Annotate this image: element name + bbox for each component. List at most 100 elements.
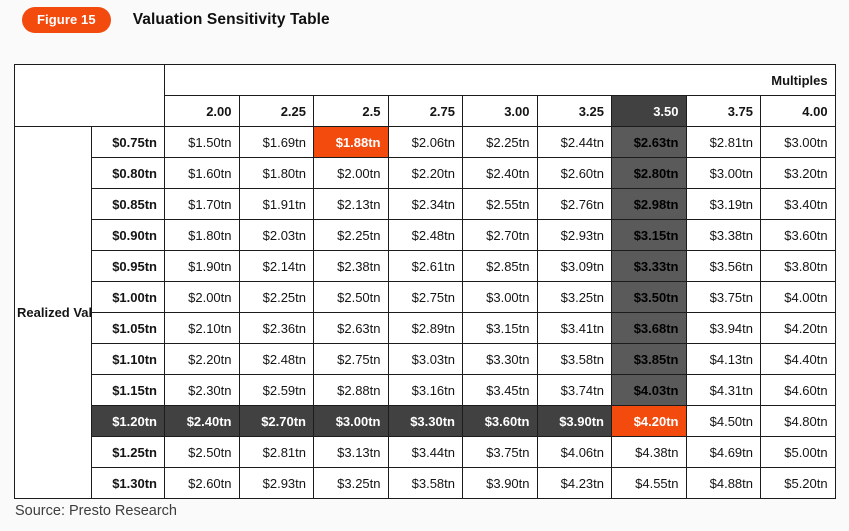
table-cell: $4.06tn — [536, 436, 612, 468]
table-row: $0.80tn $1.60tn $1.80tn $2.00tn $2.20tn $2.40… — [15, 157, 836, 189]
sensitivity-table: Multiples 2.00 2.25 2.5 2.75 3.00 3.25 3.50 3.7… — [14, 64, 836, 499]
source-text: Source: Presto Research — [15, 503, 177, 519]
table-cell: $2.25tn — [462, 126, 538, 158]
table-cell: $4.55tn — [611, 467, 687, 499]
table-cell: $3.90tn — [536, 405, 612, 437]
table-cell: $2.75tn — [387, 281, 463, 313]
table-cell: $2.50tn — [164, 436, 240, 468]
table-cell: $3.19tn — [685, 188, 761, 220]
table-cell: $4.20tn — [760, 312, 836, 344]
table-cell: $1.50tn — [164, 126, 240, 158]
table-cell: $4.80tn — [760, 405, 836, 437]
table-cell: $3.75tn — [685, 281, 761, 313]
column-header: 3.25 — [536, 95, 612, 127]
table-cell: $3.90tn — [462, 467, 538, 499]
row-label: $1.15tn — [91, 374, 165, 406]
table-cell: $1.69tn — [238, 126, 314, 158]
table-row: $1.00tn $2.00tn $2.25tn $2.50tn $2.75tn $3.00… — [15, 281, 836, 313]
table-cell: $2.93tn — [536, 219, 612, 251]
multiples-header-row: Multiples — [14, 64, 836, 127]
table-cell: $3.40tn — [760, 188, 836, 220]
table-cell: $3.45tn — [462, 374, 538, 406]
row-label: $0.75tn — [91, 126, 165, 158]
table-cell: $2.13tn — [313, 188, 389, 220]
table-cell: $3.60tn — [760, 219, 836, 251]
table-cell: $3.25tn — [313, 467, 389, 499]
table-cell: $3.38tn — [685, 219, 761, 251]
row-label: $1.30tn — [91, 467, 165, 499]
figure-header: Figure 15 Valuation Sensitivity Table — [22, 7, 330, 33]
table-cell: $2.00tn — [164, 281, 240, 313]
table-cell: $3.20tn — [760, 157, 836, 189]
table-cell: $4.31tn — [685, 374, 761, 406]
table-row: $0.85tn $1.70tn $1.91tn $2.13tn $2.34tn $2.55… — [15, 188, 836, 220]
table-cell: $2.30tn — [164, 374, 240, 406]
table-cell: $3.00tn — [313, 405, 389, 437]
table-cell: $3.41tn — [536, 312, 612, 344]
table-row: $0.90tn $1.80tn $2.03tn $2.25tn $2.48tn $2.70… — [15, 219, 836, 251]
table-cell: $3.03tn — [387, 343, 463, 375]
table-cell: $2.40tn — [164, 405, 240, 437]
table-cell: $3.58tn — [536, 343, 612, 375]
column-header: 3.00 — [462, 95, 538, 127]
table-cell: $2.59tn — [238, 374, 314, 406]
table-cell: $2.61tn — [387, 250, 463, 282]
table-cell: $3.15tn — [611, 219, 687, 251]
table-cell: $3.85tn — [611, 343, 687, 375]
table-cell: $2.98tn — [611, 188, 687, 220]
table-cell: $2.75tn — [313, 343, 389, 375]
row-group-label: Realized Value — [14, 126, 92, 499]
table-cell: $2.34tn — [387, 188, 463, 220]
table-cell: $2.38tn — [313, 250, 389, 282]
column-header: 4.00 — [760, 95, 836, 127]
table-row: $1.05tn $2.10tn $2.36tn $2.63tn $2.89tn $3.15… — [15, 312, 836, 344]
table-cell: $1.60tn — [164, 157, 240, 189]
table-cell: $3.60tn — [462, 405, 538, 437]
table-cell: $2.60tn — [164, 467, 240, 499]
table-cell: $3.56tn — [685, 250, 761, 282]
table-cell: $3.44tn — [387, 436, 463, 468]
row-label: $0.85tn — [91, 188, 165, 220]
table-cell: $3.94tn — [685, 312, 761, 344]
table-cell: $4.60tn — [760, 374, 836, 406]
table-cell: $3.16tn — [387, 374, 463, 406]
table-cell: $1.90tn — [164, 250, 240, 282]
table-cell: $1.70tn — [164, 188, 240, 220]
table-cell: $3.74tn — [536, 374, 612, 406]
table-cell: $2.55tn — [462, 188, 538, 220]
row-label: $0.95tn — [91, 250, 165, 282]
table-cell: $3.00tn — [462, 281, 538, 313]
table-cell: $2.60tn — [536, 157, 612, 189]
table-cell: $2.93tn — [238, 467, 314, 499]
table-cell: $2.36tn — [238, 312, 314, 344]
table-cell: $3.00tn — [760, 126, 836, 158]
table-cell: $2.03tn — [238, 219, 314, 251]
table-cell: $2.20tn — [164, 343, 240, 375]
table-cell: $4.00tn — [760, 281, 836, 313]
table-cell: $3.50tn — [611, 281, 687, 313]
table-cell: $2.85tn — [462, 250, 538, 282]
table-cell: $2.89tn — [387, 312, 463, 344]
table-cell: $2.00tn — [313, 157, 389, 189]
column-header: 3.75 — [685, 95, 761, 127]
table-cell: $3.30tn — [462, 343, 538, 375]
table-cell: $2.10tn — [164, 312, 240, 344]
table-cell: $3.33tn — [611, 250, 687, 282]
column-header: 2.5 — [313, 95, 389, 127]
table-cell: $2.06tn — [387, 126, 463, 158]
table-row: $1.30tn $2.60tn $2.93tn $3.25tn $3.58tn $3.90… — [15, 467, 836, 499]
table-cell: $2.48tn — [387, 219, 463, 251]
table-cell: $4.88tn — [685, 467, 761, 499]
row-label: $1.10tn — [91, 343, 165, 375]
table-cell: $2.14tn — [238, 250, 314, 282]
table-cell: $2.20tn — [387, 157, 463, 189]
table-cell: $3.00tn — [685, 157, 761, 189]
row-label: $0.90tn — [91, 219, 165, 251]
table-cell: $2.25tn — [238, 281, 314, 313]
table-cell: $3.15tn — [462, 312, 538, 344]
table-cell: $4.13tn — [685, 343, 761, 375]
table-cell: $1.91tn — [238, 188, 314, 220]
table-cell: $2.44tn — [536, 126, 612, 158]
column-header: 2.75 — [387, 95, 463, 127]
